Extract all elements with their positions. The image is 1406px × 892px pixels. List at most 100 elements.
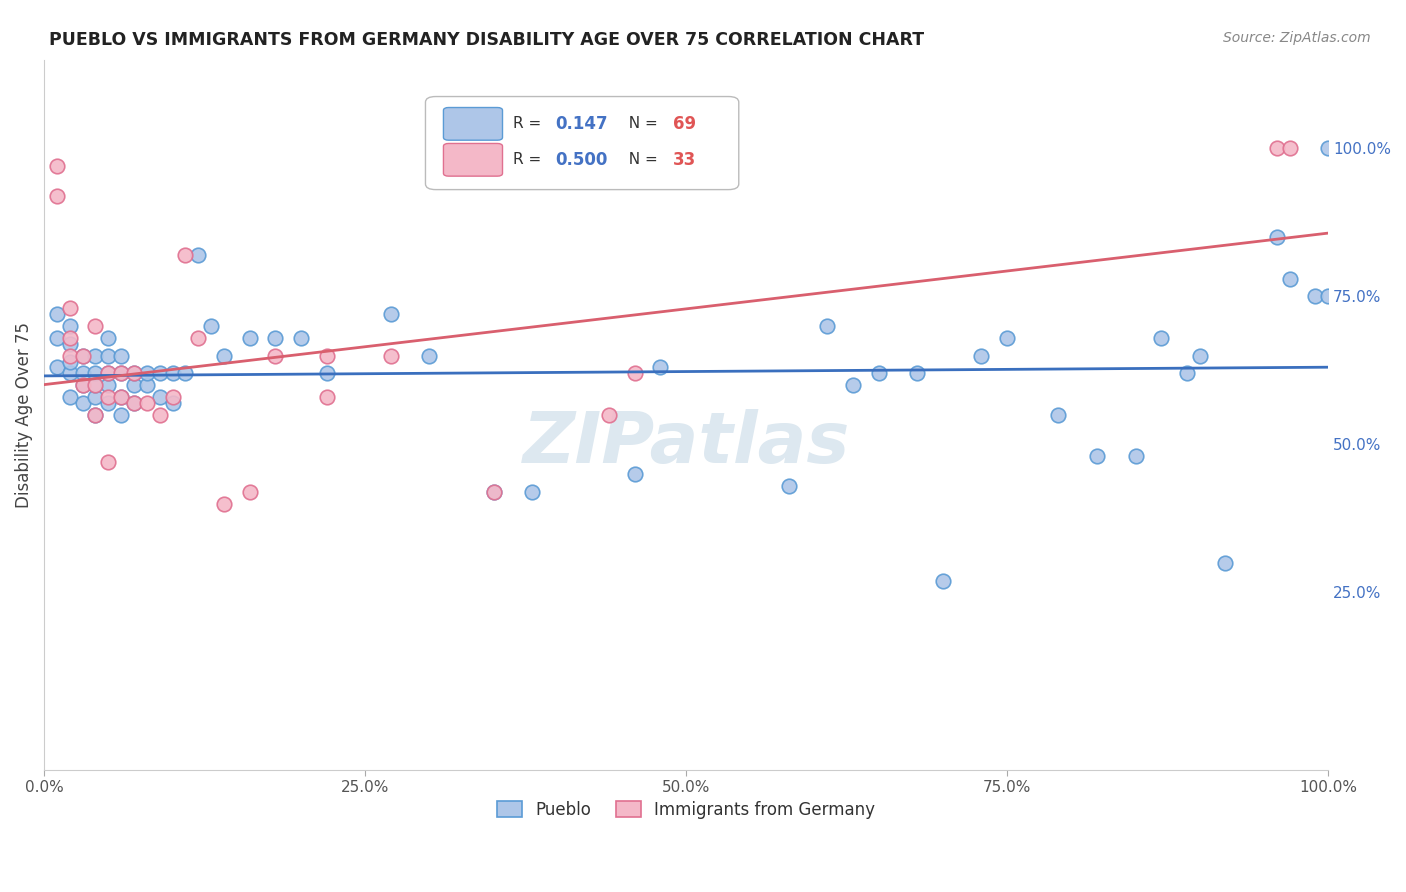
Point <box>46 188 69 202</box>
Point <box>380 307 402 321</box>
FancyBboxPatch shape <box>443 144 502 176</box>
Point <box>1278 141 1301 155</box>
Point <box>174 248 197 262</box>
Text: Source: ZipAtlas.com: Source: ZipAtlas.com <box>1223 31 1371 45</box>
Point <box>212 349 235 363</box>
Point <box>122 367 145 381</box>
Point <box>59 354 82 368</box>
Point <box>97 378 120 392</box>
Point <box>72 396 94 410</box>
Point <box>84 390 107 404</box>
Point <box>212 497 235 511</box>
Point <box>122 378 145 392</box>
Point <box>59 336 82 351</box>
Text: N =: N = <box>620 153 664 168</box>
Point <box>84 367 107 381</box>
Point <box>238 484 260 499</box>
Point <box>72 349 94 363</box>
Point <box>315 367 337 381</box>
Point <box>623 367 645 381</box>
Point <box>59 367 82 381</box>
Point <box>1303 289 1326 303</box>
Point <box>1215 556 1237 570</box>
Point <box>59 331 82 345</box>
Point <box>162 396 184 410</box>
Point <box>1125 449 1147 463</box>
Legend: Pueblo, Immigrants from Germany: Pueblo, Immigrants from Germany <box>491 794 882 826</box>
Point <box>1265 141 1288 155</box>
Point <box>59 349 82 363</box>
Point <box>110 349 132 363</box>
Text: ZIPatlas: ZIPatlas <box>523 409 849 478</box>
Point <box>482 484 505 499</box>
Point <box>84 408 107 422</box>
Point <box>1278 271 1301 285</box>
Point <box>46 159 69 173</box>
Point <box>110 367 132 381</box>
Y-axis label: Disability Age Over 75: Disability Age Over 75 <box>15 322 32 508</box>
Point <box>72 378 94 392</box>
Point <box>995 331 1018 345</box>
Point <box>149 390 172 404</box>
Point <box>84 378 107 392</box>
Point <box>1317 289 1340 303</box>
Point <box>264 349 287 363</box>
Point <box>380 349 402 363</box>
Point <box>842 378 865 392</box>
Point <box>135 367 157 381</box>
Point <box>97 455 120 469</box>
Point <box>110 390 132 404</box>
Point <box>59 301 82 316</box>
Point <box>1047 408 1070 422</box>
Point <box>815 318 838 333</box>
Point <box>1085 449 1108 463</box>
Point <box>72 367 94 381</box>
Point <box>482 484 505 499</box>
Point <box>290 331 312 345</box>
Point <box>149 367 172 381</box>
Point <box>598 408 620 422</box>
Point <box>97 396 120 410</box>
Point <box>264 331 287 345</box>
Point <box>72 349 94 363</box>
Text: PUEBLO VS IMMIGRANTS FROM GERMANY DISABILITY AGE OVER 75 CORRELATION CHART: PUEBLO VS IMMIGRANTS FROM GERMANY DISABI… <box>49 31 924 49</box>
Point <box>1175 367 1198 381</box>
Point <box>1265 230 1288 244</box>
Point <box>200 318 222 333</box>
Point <box>97 331 120 345</box>
Point <box>187 248 209 262</box>
Point <box>315 349 337 363</box>
Point <box>84 318 107 333</box>
Point <box>174 367 197 381</box>
Point <box>46 307 69 321</box>
Point <box>46 331 69 345</box>
Point <box>135 396 157 410</box>
Point <box>122 396 145 410</box>
Text: N =: N = <box>620 116 664 131</box>
Text: 0.147: 0.147 <box>555 115 607 133</box>
Text: 69: 69 <box>673 115 696 133</box>
Point <box>46 360 69 375</box>
Point <box>110 390 132 404</box>
Point <box>778 479 800 493</box>
FancyBboxPatch shape <box>443 108 502 140</box>
Point <box>72 378 94 392</box>
Point <box>84 378 107 392</box>
Point <box>418 349 440 363</box>
Point <box>97 367 120 381</box>
Point <box>110 367 132 381</box>
Point <box>970 349 993 363</box>
Point <box>149 408 172 422</box>
Point <box>623 467 645 481</box>
Point <box>238 331 260 345</box>
Point <box>162 367 184 381</box>
Point <box>110 408 132 422</box>
Point <box>97 390 120 404</box>
Text: 33: 33 <box>673 151 696 169</box>
Point <box>905 367 928 381</box>
Point <box>97 349 120 363</box>
Text: R =: R = <box>513 153 546 168</box>
Point <box>162 390 184 404</box>
Point <box>1188 349 1211 363</box>
Point <box>1150 331 1173 345</box>
